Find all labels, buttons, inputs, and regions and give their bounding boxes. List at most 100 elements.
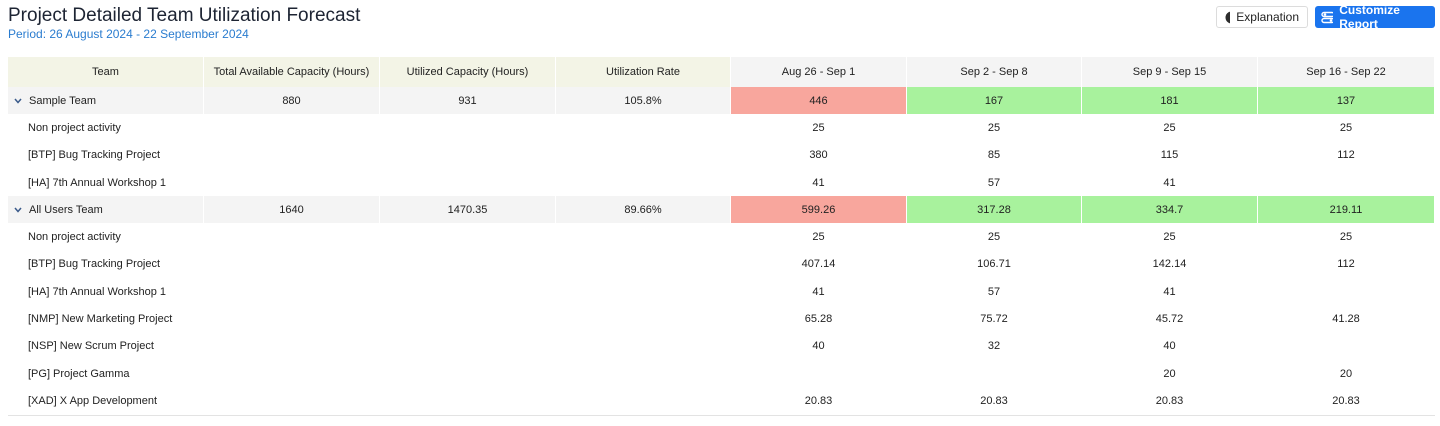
cell-text: 446	[809, 94, 828, 107]
table-cell: Utilized Capacity (Hours)	[380, 57, 556, 87]
cell-text: 880	[282, 94, 301, 107]
table-cell: Non project activity	[8, 114, 204, 142]
info-icon	[1225, 11, 1231, 23]
cell-text: [NSP] New Scrum Project	[28, 340, 154, 353]
table-cell	[380, 278, 556, 306]
cell-text: Utilization Rate	[606, 66, 680, 78]
team-name: All Users Team	[29, 203, 103, 216]
collapse-chevron[interactable]	[14, 207, 22, 213]
table-cell	[1258, 168, 1435, 197]
cell-text: 25	[812, 121, 825, 134]
cell-text: 137	[1336, 94, 1356, 107]
cell-text: 75.72	[980, 313, 1008, 326]
cell-text: 20.83	[1155, 394, 1184, 407]
cell-text: 41	[812, 176, 825, 189]
cell-text: [HA] 7th Annual Workshop 1	[28, 176, 166, 189]
cell-text: 106.71	[977, 258, 1011, 271]
table-cell: 89.66%	[556, 196, 731, 224]
collapse-chevron[interactable]	[14, 98, 22, 104]
project-row: [PG] Project Gamma 20 20	[8, 359, 1435, 388]
cell-text: 219.11	[1329, 203, 1363, 216]
cell-text: 20.83	[980, 394, 1008, 407]
table-cell: 334.7	[1082, 196, 1258, 224]
report-title: Project Detailed Team Utilization Foreca…	[8, 5, 361, 26]
table-cell	[556, 168, 731, 197]
customize-icon	[1321, 11, 1334, 23]
table-cell: Sep 9 - Sep 15	[1082, 57, 1258, 87]
cell-text: 25	[1163, 231, 1176, 244]
report-period: Period: 26 August 2024 - 22 September 20…	[8, 27, 249, 41]
table-cell	[1258, 332, 1435, 360]
table-cell	[204, 278, 380, 306]
explanation-button[interactable]: Explanation	[1216, 6, 1308, 28]
cell-text: [PG] Project Gamma	[28, 367, 130, 380]
table-cell: Sep 16 - Sep 22	[1258, 57, 1435, 87]
cell-text: 334.7	[1155, 203, 1184, 216]
table-cell	[907, 359, 1082, 388]
table-cell: 106.71	[907, 250, 1082, 279]
cell-text: 40	[1163, 340, 1176, 353]
cell-text: 20.83	[804, 394, 833, 407]
table-cell	[556, 223, 731, 251]
table-cell: 599.26	[731, 196, 907, 224]
cell-text: 57	[987, 176, 1001, 189]
table-cell	[556, 250, 731, 279]
cell-text: 32	[987, 340, 1001, 353]
project-row: [HA] 7th Annual Workshop 1 41 57 41	[8, 278, 1435, 306]
table-cell: 45.72	[1082, 305, 1258, 333]
table-cell: [NMP] New Marketing Project	[8, 305, 204, 333]
cell-text: 41.28	[1332, 313, 1360, 326]
table-cell: 115	[1082, 141, 1258, 169]
table-cell: [XAD] X App Development	[8, 387, 204, 415]
team-row: All Users Team 1640 1470.35 89.66% 599.26 317…	[8, 196, 1435, 224]
table-cell	[380, 223, 556, 251]
cell-text: 112	[1337, 149, 1355, 162]
table-cell: 380	[731, 141, 907, 169]
table-cell	[556, 305, 731, 333]
cell-text: Team	[92, 66, 119, 78]
cell-text: [HA] 7th Annual Workshop 1	[28, 285, 166, 298]
table-cell: Sample Team	[8, 87, 204, 115]
project-row: [HA] 7th Annual Workshop 1 41 57 41	[8, 168, 1435, 197]
cell-text: 181	[1160, 94, 1179, 107]
table-cell: 25	[907, 114, 1082, 142]
project-row: Non project activity 25 25 25 25	[8, 223, 1435, 251]
project-row: Non project activity 25 25 25 25	[8, 114, 1435, 142]
table-cell	[204, 250, 380, 279]
table-cell	[204, 305, 380, 333]
table-cell: 20	[1082, 359, 1258, 388]
cell-text: 20	[1163, 367, 1176, 380]
customize-report-button[interactable]: Customize Report	[1315, 3, 1435, 31]
table-cell: 20.83	[1082, 387, 1258, 415]
cell-text: 25	[987, 231, 1001, 244]
table-cell	[380, 332, 556, 360]
table-cell: 20.83	[1258, 387, 1435, 415]
table-cell: Utilization Rate	[556, 57, 731, 87]
table-cell: 25	[1258, 114, 1435, 142]
cell-text: 57	[987, 285, 1001, 298]
button-label: Explanation	[1236, 10, 1299, 24]
cell-text: Aug 26 - Sep 1	[781, 66, 856, 78]
table-cell	[556, 359, 731, 388]
table-cell: 1640	[204, 196, 380, 224]
table-cell: 317.28	[907, 196, 1082, 224]
cell-text: 25	[1339, 121, 1353, 134]
table-cell: 65.28	[731, 305, 907, 333]
table-cell: 112	[1258, 250, 1435, 279]
cell-text: 407.14	[801, 258, 836, 271]
cell-text: [BTP] Bug Tracking Project	[28, 149, 161, 162]
cell-text: 142.14	[1152, 258, 1187, 271]
button-label: Customize Report	[1339, 3, 1400, 31]
table-cell: 25	[731, 114, 907, 142]
cell-text: 112	[1337, 258, 1355, 271]
project-row: [NMP] New Marketing Project 65.28 75.72 45.…	[8, 305, 1435, 333]
cell-text: 41	[1163, 176, 1176, 189]
table-cell: 137	[1258, 87, 1435, 115]
table-cell: 25	[907, 223, 1082, 251]
table-cell: 25	[1082, 114, 1258, 142]
table-cell: 25	[1082, 223, 1258, 251]
table-cell	[556, 332, 731, 360]
table-cell: 41	[1082, 168, 1258, 197]
table-cell: 1470.35	[380, 196, 556, 224]
table-cell: [NSP] New Scrum Project	[8, 332, 204, 360]
